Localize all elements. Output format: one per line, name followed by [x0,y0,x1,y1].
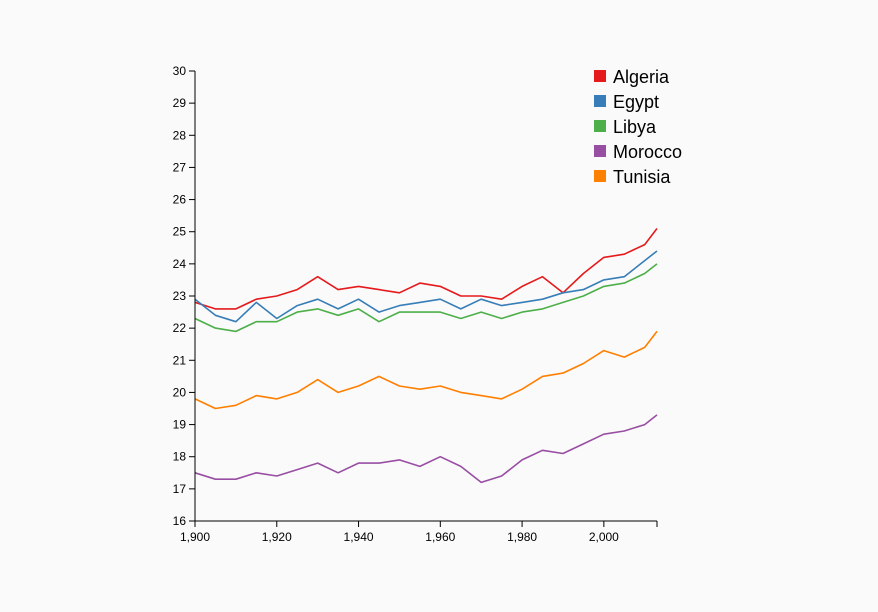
x-tick-label: 1,960 [425,530,455,544]
series-line-egypt [194,250,658,323]
x-tick-label: 1,920 [262,530,292,544]
y-tick-label: 16 [173,514,187,528]
legend[interactable]: Algeria Egypt Libya Morocco Tunisia [594,67,682,187]
legend-swatch [594,170,606,182]
legend-label: Tunisia [613,167,671,187]
series-line-libya [194,263,658,333]
y-axis: 16 17 18 19 20 21 22 23 24 25 26 27 28 29 30 [173,64,196,528]
legend-swatch [594,120,606,132]
legend-item-algeria[interactable]: Algeria [594,67,670,87]
y-tick-label: 23 [173,289,187,303]
y-tick-label: 29 [173,96,187,110]
x-axis: 1,900 1,920 1,940 1,960 1,980 2,000 [180,520,658,544]
y-tick-label: 17 [173,482,187,496]
x-tick-label: 1,980 [507,530,537,544]
legend-swatch [594,70,606,82]
y-tick-label: 26 [173,193,187,207]
series-line-morocco [194,414,658,484]
legend-label: Libya [613,117,657,137]
legend-swatch [594,145,606,157]
y-tick-label: 30 [173,64,187,78]
series-line-algeria [194,228,658,310]
legend-label: Algeria [613,67,670,87]
legend-label: Egypt [613,92,659,112]
y-tick-label: 27 [173,160,187,174]
x-tick-label: 1,940 [344,530,374,544]
series-line-tunisia [194,330,658,410]
y-tick-label: 18 [173,450,187,464]
y-tick-label: 21 [173,353,187,367]
y-tick-label: 20 [173,385,187,399]
legend-item-morocco[interactable]: Morocco [594,142,682,162]
y-tick-label: 28 [173,128,187,142]
legend-item-egypt[interactable]: Egypt [594,92,659,112]
plot-lines [194,228,658,484]
y-tick-label: 19 [173,418,187,432]
y-tick-label: 22 [173,321,187,335]
x-tick-label: 1,900 [180,530,210,544]
y-tick-label: 25 [173,225,187,239]
legend-item-tunisia[interactable]: Tunisia [594,167,671,187]
legend-item-libya[interactable]: Libya [594,117,657,137]
legend-label: Morocco [613,142,682,162]
x-tick-label: 2,000 [589,530,619,544]
y-tick-label: 24 [173,257,187,271]
legend-swatch [594,95,606,107]
